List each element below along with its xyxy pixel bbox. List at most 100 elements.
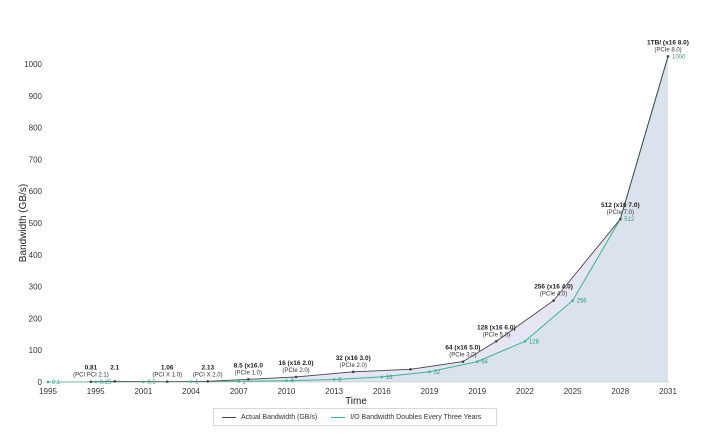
actual-data-label: 2.1 bbox=[110, 364, 119, 371]
actual-data-label: 0.81 bbox=[85, 365, 98, 372]
legend-item-actual: Actual Bandwidth (GB/s) bbox=[222, 414, 317, 421]
y-tick-label: 200 bbox=[29, 314, 43, 323]
x-axis: 1995 1995 2001 2004 2007 2010 2013 2016 2019 2019… bbox=[39, 381, 677, 396]
doubling-data-label: 0.25 bbox=[100, 380, 112, 386]
doubling-data-label: 1000 bbox=[672, 54, 686, 60]
doubling-point bbox=[189, 380, 193, 383]
actual-data-label: 512 (x16 7.0) bbox=[601, 202, 640, 209]
actual-point bbox=[552, 299, 555, 302]
x-tick-label: 1995 bbox=[87, 387, 105, 396]
y-tick-label: 800 bbox=[29, 124, 43, 133]
x-tick-label: 2007 bbox=[230, 387, 248, 396]
y-tick-label: 700 bbox=[29, 155, 43, 164]
actual-data-sublabel: (PCIe 4.0) bbox=[540, 292, 567, 298]
actual-point bbox=[113, 380, 117, 383]
doubling-point bbox=[571, 299, 574, 302]
doubling-data-label: 16 bbox=[386, 375, 393, 381]
y-tick-label: 400 bbox=[29, 251, 43, 260]
actual-data-sublabel: (PCIe 3.0) bbox=[449, 353, 476, 359]
y-axis: 0 100 200 300 400 500 600 700 800 900 1000 bbox=[24, 60, 42, 387]
x-tick-label: 2019 bbox=[468, 387, 486, 396]
legend-swatch-actual bbox=[222, 416, 236, 418]
x-tick-label: 2004 bbox=[182, 387, 200, 396]
actual-data-sublabel: (PCIe 8.0) bbox=[654, 47, 681, 53]
data-points bbox=[46, 55, 670, 384]
doubling-point bbox=[332, 378, 336, 381]
actual-data-label: 16 (x16 2.0) bbox=[278, 360, 313, 367]
actual-data-sublabel: (PCI X 1.0) bbox=[152, 373, 182, 379]
doubling-data-label: 0.5 bbox=[147, 380, 156, 386]
actual-data-label: 8.5 (x16.0 bbox=[234, 362, 264, 369]
actual-data-sublabel: (PCIe 1.0) bbox=[235, 370, 262, 376]
actual-data-label: 2.13 bbox=[201, 364, 214, 371]
x-tick-label: 2025 bbox=[564, 387, 582, 396]
actual-point bbox=[89, 380, 93, 384]
actual-area bbox=[90, 56, 668, 383]
legend-label-actual: Actual Bandwidth (GB/s) bbox=[241, 413, 318, 421]
x-tick-label: 2010 bbox=[278, 387, 296, 396]
actual-data-label: 1.06 bbox=[161, 365, 174, 372]
actual-data-label: 32 (x16 3.0) bbox=[336, 355, 371, 362]
actual-point bbox=[351, 370, 355, 374]
doubling-point bbox=[237, 380, 241, 383]
doubling-data-label: 128 bbox=[529, 339, 540, 345]
x-tick-label: 2022 bbox=[516, 387, 534, 396]
actual-point bbox=[247, 377, 250, 381]
x-tick-label: 2016 bbox=[373, 387, 391, 396]
doubling-data-label: 2 bbox=[243, 379, 247, 385]
actual-point bbox=[409, 367, 412, 371]
doubling-data-label: 1 bbox=[195, 380, 199, 386]
doubling-data-label: 0.1 bbox=[52, 380, 61, 386]
actual-point bbox=[461, 360, 465, 363]
x-tick-label: 1995 bbox=[39, 387, 57, 396]
actual-point bbox=[666, 55, 670, 58]
doubling-point bbox=[475, 360, 479, 363]
actual-data-sublabel: (PCIe 2.0) bbox=[282, 368, 309, 374]
actual-point bbox=[165, 380, 169, 383]
actual-point bbox=[495, 339, 498, 343]
doubling-point bbox=[428, 370, 431, 374]
y-tick-label: 500 bbox=[29, 219, 43, 228]
x-tick-label: 2028 bbox=[611, 387, 629, 396]
x-tick-label: 2013 bbox=[325, 387, 343, 396]
doubling-point bbox=[94, 380, 97, 384]
area-fills bbox=[48, 56, 668, 383]
x-tick-label: 2031 bbox=[659, 387, 677, 396]
x-tick-label: 2001 bbox=[134, 387, 152, 396]
actual-point bbox=[294, 375, 298, 379]
actual-point bbox=[619, 217, 622, 221]
actual-data-label: 64 (x16 5.0) bbox=[445, 345, 480, 352]
legend: Actual Bandwidth (GB/s) I/O Bandwidth Do… bbox=[213, 408, 497, 426]
y-axis-title: Bandwidth (GB/s) bbox=[18, 184, 29, 262]
y-tick-label: 0 bbox=[38, 378, 43, 387]
doubling-data-label: 256 bbox=[577, 299, 588, 305]
data-labels: 0.81(PCI PCI 2.1)2.1 1.06(PCI X 1.0)2.13(… bbox=[52, 39, 689, 386]
x-tick-label: 2019 bbox=[421, 387, 439, 396]
actual-data-label: 128 (x16 6.0) bbox=[477, 324, 516, 331]
doubling-data-label: 4 bbox=[290, 379, 294, 385]
actual-point bbox=[206, 380, 210, 383]
legend-item-doubling: I/O Bandwidth Doubles Every Three Years bbox=[331, 414, 481, 421]
actual-data-sublabel: (PCI X 2.0) bbox=[193, 372, 223, 378]
doubling-data-label: 32 bbox=[434, 370, 441, 376]
y-tick-label: 900 bbox=[29, 92, 43, 101]
doubling-data-label: 8 bbox=[338, 377, 342, 383]
y-tick-label: 1000 bbox=[24, 60, 42, 69]
y-tick-label: 300 bbox=[29, 283, 43, 292]
actual-data-sublabel: (PCIe 7.0) bbox=[607, 210, 634, 216]
y-tick-label: 100 bbox=[29, 346, 43, 355]
doubling-point bbox=[46, 380, 50, 384]
y-tick-label: 600 bbox=[29, 187, 43, 196]
doubling-point bbox=[380, 375, 384, 379]
actual-data-sublabel: (PCIe 5.0) bbox=[483, 332, 510, 338]
doubling-point bbox=[142, 380, 145, 384]
doubling-point bbox=[523, 339, 527, 343]
doubling-data-label: 512 bbox=[624, 217, 635, 223]
actual-data-label: 256 (x16 4.0) bbox=[534, 284, 573, 291]
actual-data-sublabel: (PCI PCI 2.1) bbox=[73, 373, 109, 379]
legend-label-doubling: I/O Bandwidth Doubles Every Three Years bbox=[350, 413, 482, 421]
actual-data-label: 1TB/ (x16 8.0) bbox=[647, 39, 689, 46]
doubling-point bbox=[285, 379, 288, 383]
legend-swatch-doubling bbox=[331, 416, 346, 418]
